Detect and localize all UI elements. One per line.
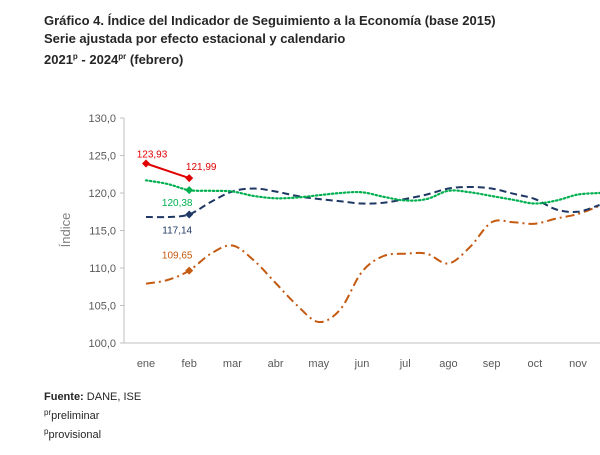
y-tick-label: 100,0 [88, 338, 116, 350]
period-start: 2021 [44, 52, 73, 67]
x-tick-label: feb [182, 358, 197, 370]
period-end-sup: pr [118, 52, 127, 61]
period-start-sup: p [72, 52, 78, 61]
chart-title-block: Gráfico 4. Índice del Indicador de Segui… [44, 12, 496, 69]
note-provisional-text: provisional [48, 429, 102, 441]
x-tick-label: ene [137, 358, 155, 370]
source-label: Fuente: [44, 391, 84, 403]
period-end: - 2024 [77, 52, 119, 67]
y-tick-label: 105,0 [88, 301, 116, 313]
data-label: 120,38 [162, 198, 193, 209]
chart-notes: Fuente: DANE, ISE prpreliminar pprovisio… [44, 389, 141, 443]
y-tick-label: 130,0 [88, 113, 116, 125]
data-point-marker [185, 174, 194, 183]
note-preliminary: prpreliminar [44, 405, 141, 424]
series-line-dotted [144, 179, 600, 205]
y-tick-label: 115,0 [89, 226, 116, 238]
y-tick-label: 120,0 [88, 188, 116, 200]
data-label: 123,93 [137, 150, 168, 161]
series-line-dashed [145, 185, 600, 219]
series-line-dash-dot [145, 204, 600, 324]
y-tick-label: 125,0 [88, 151, 116, 163]
period-month: (febrero) [126, 52, 184, 67]
y-axis-title: Índice [58, 213, 73, 248]
note-preliminary-sup: pr [44, 408, 52, 417]
data-label: 117,14 [162, 225, 192, 236]
x-tick-label: oct [527, 358, 542, 370]
source-line: Fuente: DANE, ISE [44, 389, 141, 405]
note-provisional: pprovisional [44, 424, 141, 443]
data-point-marker [185, 186, 194, 195]
data-point-marker [185, 210, 194, 219]
chart-title: Gráfico 4. Índice del Indicador de Segui… [44, 13, 496, 28]
x-tick-label: jul [399, 358, 411, 370]
x-tick-label: ago [439, 358, 457, 370]
data-point-marker [185, 266, 194, 275]
series-line-solid [145, 162, 190, 180]
x-tick-label: may [308, 358, 329, 370]
x-tick-label: sep [483, 358, 501, 370]
x-tick-label: mar [223, 358, 242, 370]
x-tick-label: jun [354, 358, 370, 370]
data-label: 121,99 [186, 162, 217, 173]
data-label: 109,65 [162, 251, 193, 262]
x-tick-label: nov [569, 358, 587, 370]
note-provisional-sup: p [44, 427, 49, 436]
chart-subtitle: Serie ajustada por efecto estacional y c… [44, 31, 346, 46]
x-tick-label: abr [268, 358, 284, 370]
data-point-marker [142, 159, 150, 168]
source-text: DANE, ISE [83, 391, 142, 403]
chart-period: 2021p - 2024pr (febrero) [44, 48, 496, 69]
y-tick-label: 110,0 [89, 263, 116, 275]
note-preliminary-text: preliminar [51, 410, 100, 422]
